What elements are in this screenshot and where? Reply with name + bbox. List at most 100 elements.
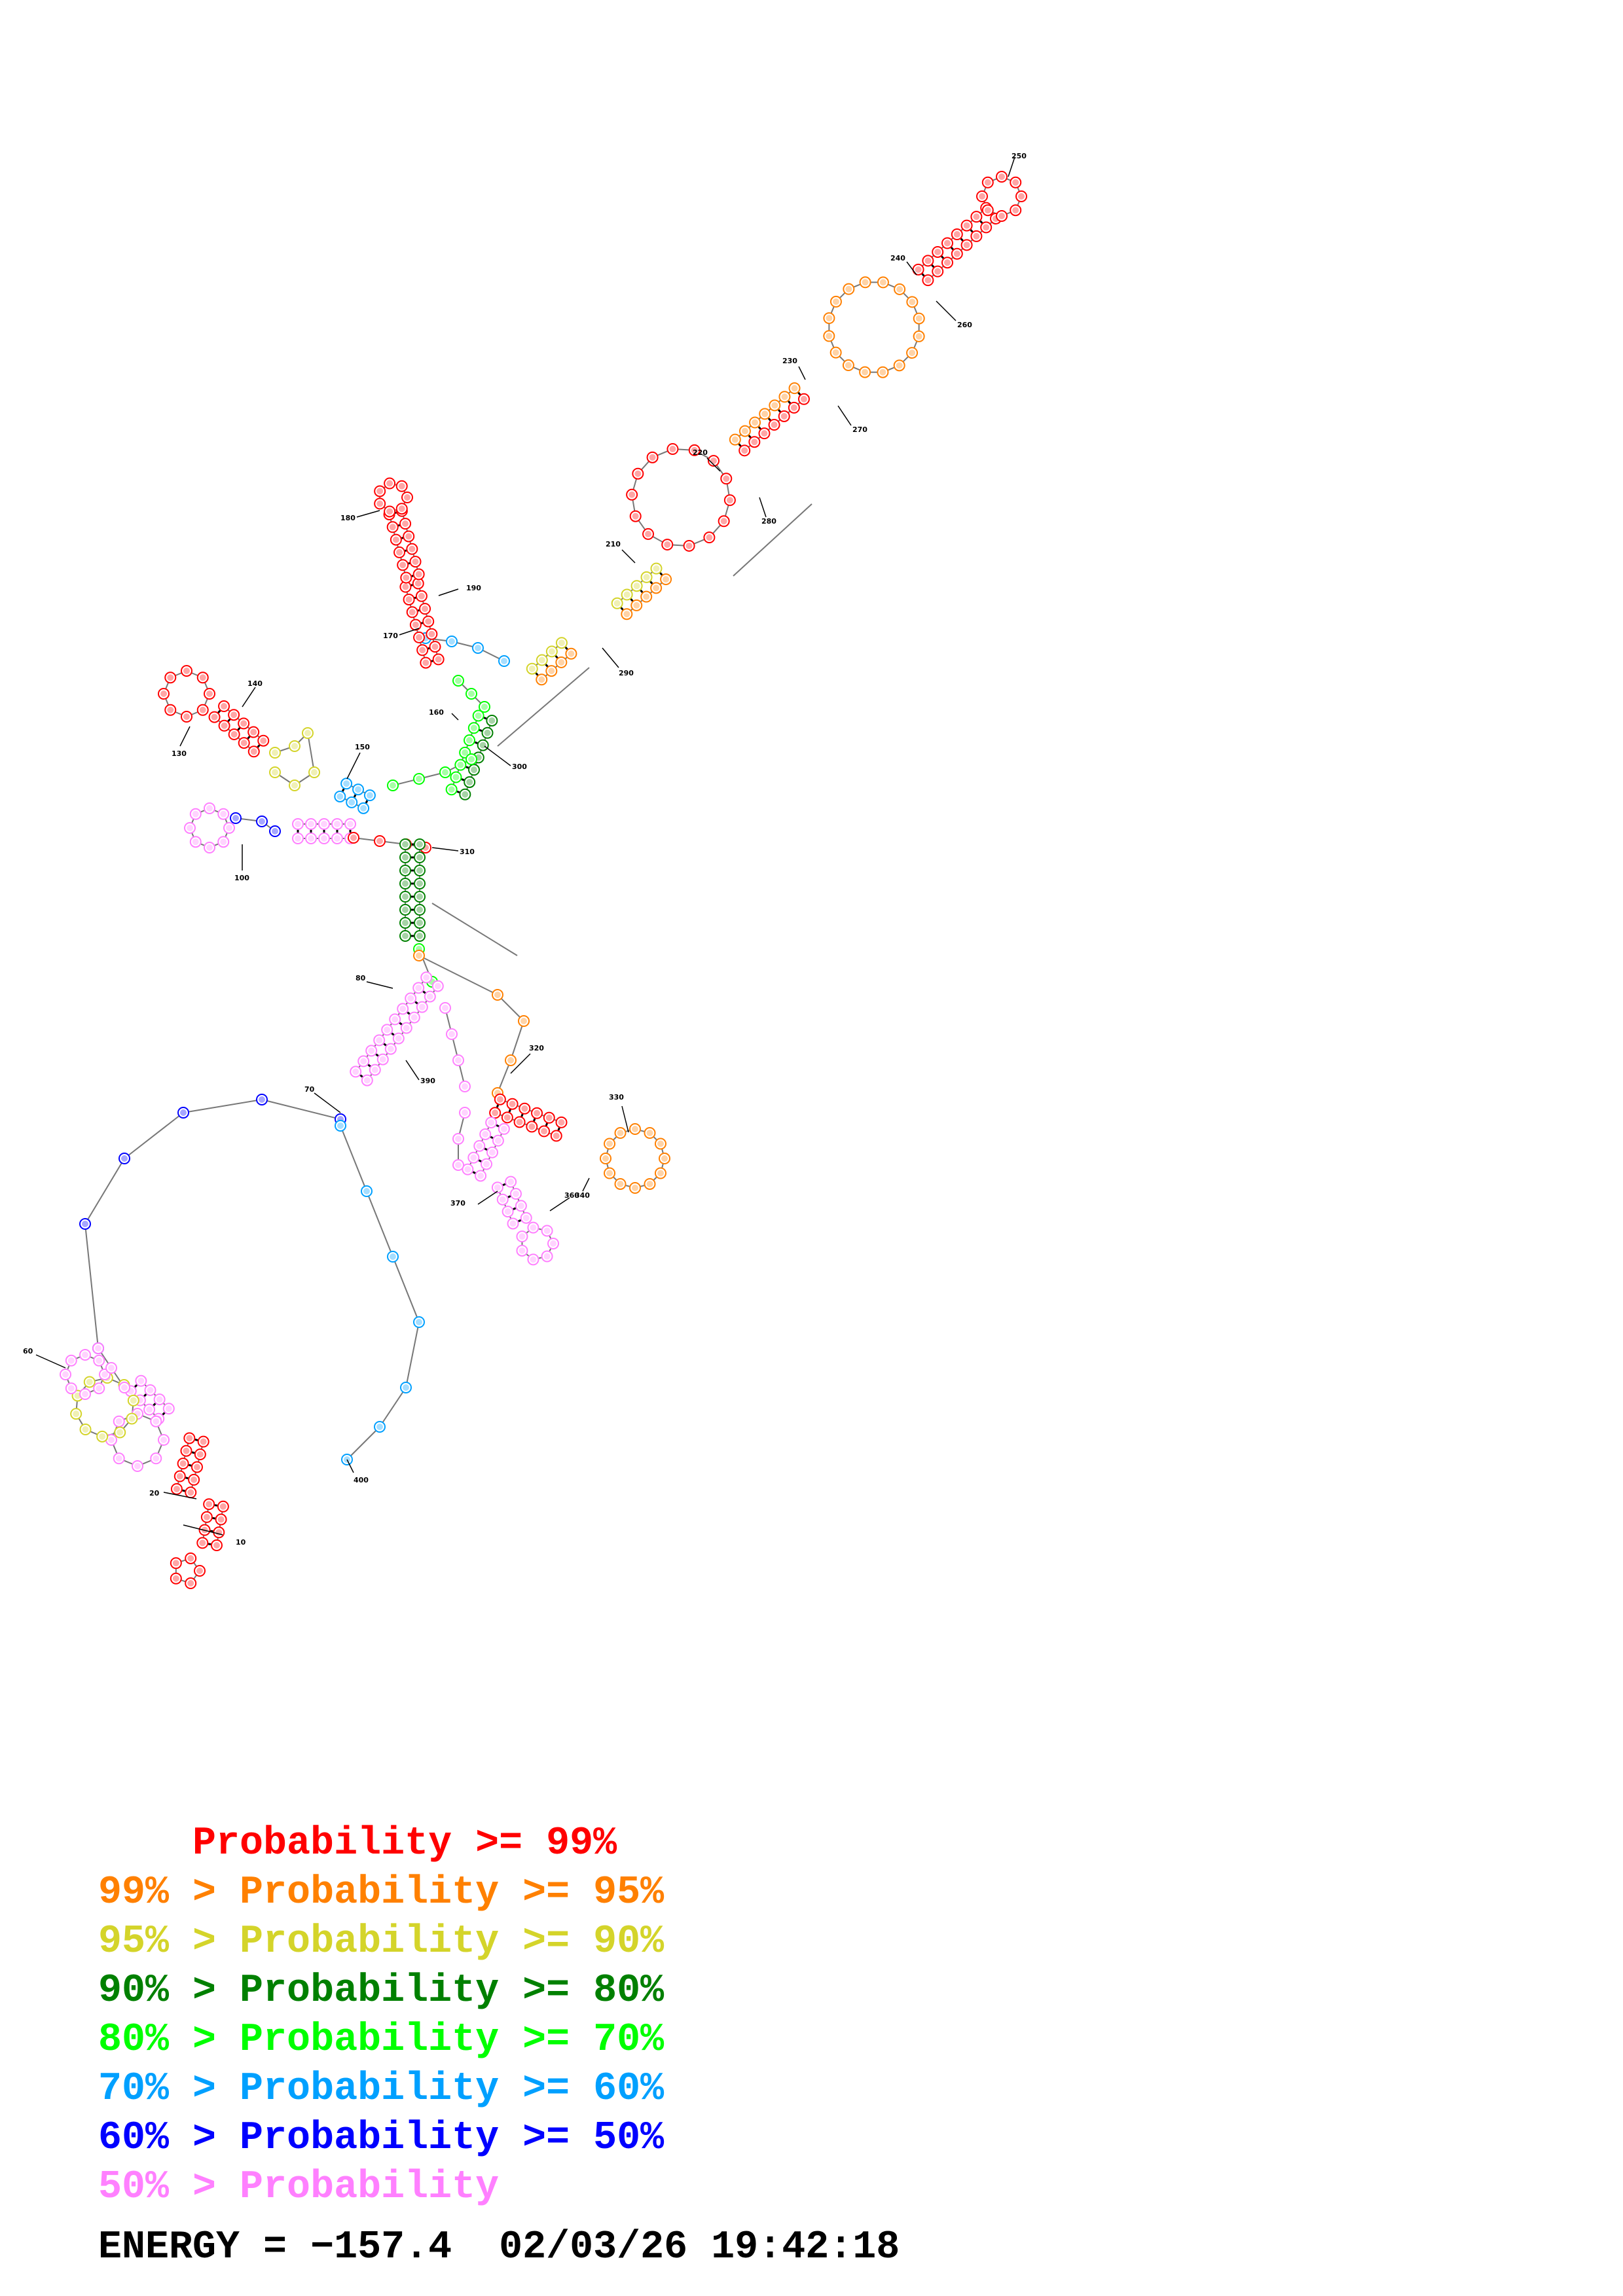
nucleotide [432,653,445,666]
nucleotide [164,672,177,684]
nucleotide [922,255,934,267]
nucleotide-fill [998,173,1005,180]
nucleotide-fill [402,854,409,861]
nucleotide [611,597,623,609]
nucleotide-fill [479,742,486,749]
nucleotide [409,619,422,631]
nucleotide-fill [617,1180,624,1187]
nucleotide [842,359,854,372]
nucleotide [642,528,655,540]
nucleotide-fill [172,1560,179,1567]
tick-line [837,405,852,426]
nucleotide-fill [387,1045,394,1052]
nucleotide-fill [752,419,759,426]
nucleotide [143,1403,156,1416]
nucleotide-fill [466,778,473,785]
nucleotide-fill [347,821,354,827]
nucleotide-fill [402,920,409,926]
tick-line [906,261,917,276]
nucleotide-fill [963,242,970,249]
tick-label: 310 [460,848,475,856]
nucleotide-fill [845,285,852,293]
nucleotide-fill [221,722,228,729]
nucleotide [170,1572,182,1585]
nucleotide [501,1206,514,1218]
nucleotide [392,1032,405,1045]
backbone-segment [418,955,498,996]
legend-prefix: 90% > [98,1969,240,2013]
nucleotide-fill [206,691,213,697]
nucleotide [318,833,330,844]
nucleotide [144,1384,156,1396]
tick-label: 100 [234,874,249,882]
nucleotide-fill [371,1066,378,1073]
backbone-segment [497,994,524,1022]
nucleotide [621,588,633,601]
nucleotide-fill [180,1109,187,1116]
nucleotide-fill [462,1109,468,1116]
nucleotide [467,1151,480,1164]
nucleotide [481,726,494,739]
nucleotide-fill [192,810,199,817]
nucleotide [941,237,953,249]
nucleotide [450,771,462,783]
nucleotide [720,473,733,485]
nucleotide-fill [558,658,565,666]
nucleotide [412,568,425,581]
energy-footer: ENERGY = −157.4 02/03/26 19:42:18 [98,2225,900,2270]
nucleotide-fill [442,769,448,776]
nucleotide [395,503,408,515]
nucleotide-fill [360,804,367,812]
nucleotide-fill [538,676,545,683]
nucleotide [505,1175,517,1188]
nucleotide [472,709,484,722]
legend-text: Probability >= 50% [240,2116,665,2161]
nucleotide [79,1218,91,1230]
nucleotide-fill [386,480,393,487]
nucleotide-fill [629,491,636,498]
nucleotide [79,1349,91,1361]
nucleotide-fill [183,713,190,720]
nucleotide-fill [173,1485,180,1492]
nucleotide [105,1362,117,1374]
nucleotide [412,982,425,994]
nucleotide [170,1482,183,1495]
nucleotide [707,455,720,467]
tick-label: 250 [1012,152,1027,160]
nucleotide-fill [108,1365,115,1371]
nucleotide-fill [632,1126,638,1132]
nucleotide-fill [632,1185,638,1191]
nucleotide-fill [199,1539,206,1547]
nucleotide [185,1577,197,1590]
nucleotide-fill [643,593,650,600]
nucleotide-fill [973,213,980,221]
nucleotide [406,543,418,555]
nucleotide-fill [187,825,193,831]
nucleotide [526,662,538,675]
nucleotide [196,672,209,684]
tick-label: 140 [247,679,263,688]
nucleotide-fill [723,475,730,482]
legend-text: Probability >= 90% [240,1920,665,1964]
nucleotide [976,190,988,202]
tick-label: 190 [466,584,481,592]
nucleotide-fill [183,1447,190,1454]
nucleotide-fill [402,906,409,913]
nucleotide [414,891,426,903]
nucleotide [114,1426,126,1439]
nucleotide [387,1251,399,1263]
nucleotide-fill [915,315,922,322]
nucleotide-fill [176,1473,183,1480]
backbone-segment [183,1099,263,1113]
nucleotide-fill [272,769,278,776]
nucleotide [132,1460,143,1472]
nucleotide-fill [664,541,671,548]
nucleotide [893,359,905,372]
nucleotide-fill [419,647,426,654]
nucleotide [196,704,209,716]
nucleotide-fill [771,402,778,409]
nucleotide-fill [791,385,798,392]
tick-line [798,366,806,380]
nucleotide [189,808,202,820]
nucleotide [650,562,663,575]
